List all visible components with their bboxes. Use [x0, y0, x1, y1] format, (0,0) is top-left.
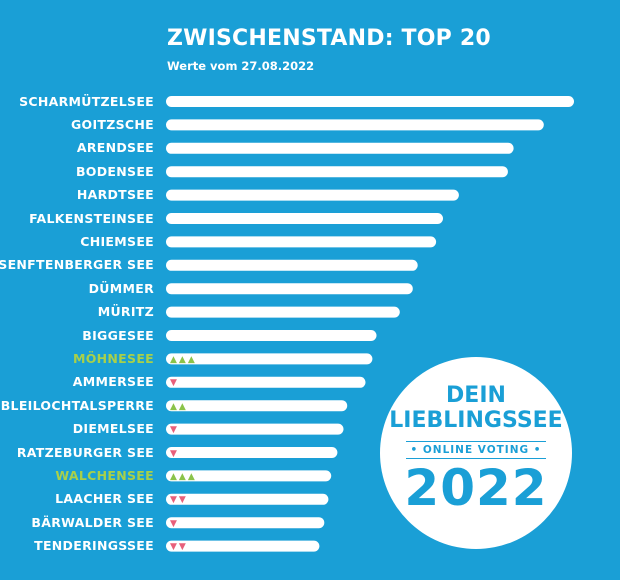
trend-down-icon: ▼ — [170, 378, 179, 389]
trend-down-icon: ▼ — [170, 518, 179, 529]
category-label: WALCHENSEE — [55, 467, 154, 483]
bar-2 — [166, 119, 544, 131]
bar-18 — [166, 493, 329, 505]
trend-down-icon: ▼ — [170, 448, 179, 459]
bar-1 — [166, 96, 574, 107]
trend-up-icon: ▲▲▲ — [170, 471, 197, 482]
bar-5 — [166, 189, 459, 201]
bar-8 — [166, 259, 418, 271]
category-label: BIGGESEE — [82, 327, 154, 343]
category-label: HARDTSEE — [76, 187, 154, 203]
bar-13 — [166, 376, 366, 388]
category-label: CHIEMSEE — [80, 233, 154, 249]
category-label: BODENSEE — [75, 163, 154, 179]
category-label: AMMERSEE — [72, 374, 154, 390]
bar-20 — [166, 540, 320, 552]
bar-11 — [166, 330, 377, 341]
category-label: LAACHER SEE — [55, 491, 154, 507]
bar-6 — [166, 213, 443, 224]
category-label: TENDERINGSSEE — [34, 538, 154, 554]
badge-line-dein: DEIN — [446, 383, 506, 408]
category-label: SENFTENBERGER SEE — [0, 257, 154, 273]
badge-line-lieblingssee: LIEBLINGSSEE — [389, 408, 563, 433]
bar-4 — [166, 166, 508, 178]
badge-year: 2022 — [404, 459, 548, 517]
category-label: GOITZSCHE — [70, 116, 154, 132]
category-label: SCHARMÜTZELSEE — [19, 93, 154, 109]
category-label: BLEILOCHTALSPERRE — [0, 397, 154, 413]
category-label: MÖHNESEE — [72, 350, 154, 366]
category-label: ARENDSEE — [76, 140, 154, 156]
bar-19 — [166, 517, 325, 529]
bar-12 — [166, 353, 373, 365]
bar-14 — [166, 400, 348, 412]
bar-17 — [166, 470, 332, 482]
bar-9 — [166, 283, 413, 295]
bar-16 — [166, 447, 338, 458]
trend-down-icon: ▼ — [170, 425, 179, 436]
bar-15 — [166, 423, 344, 435]
category-label: RATZEBURGER SEE — [16, 444, 154, 460]
category-label: BÄRWALDER SEE — [31, 514, 154, 530]
chart-subtitle: Werte vom 27.08.2022 — [167, 59, 315, 73]
trend-down-icon: ▼▼ — [170, 542, 188, 553]
trend-up-icon: ▲▲ — [170, 401, 188, 412]
trend-up-icon: ▲▲▲ — [170, 354, 197, 365]
trend-down-icon: ▼▼ — [170, 495, 188, 506]
bar-10 — [166, 306, 400, 318]
category-label: FALKENSTEINSEE — [29, 210, 154, 226]
badge-online-voting: • ONLINE VOTING • — [406, 441, 546, 459]
category-label: DIEMELSEE — [72, 421, 154, 437]
category-label: MÜRITZ — [97, 304, 154, 320]
voting-badge: DEIN LIEBLINGSSEE • ONLINE VOTING • 2022 — [380, 357, 572, 549]
bar-3 — [166, 142, 514, 154]
bar-7 — [166, 236, 437, 248]
category-label: DÜMMER — [88, 280, 154, 296]
chart-title: ZWISCHENSTAND: TOP 20 — [167, 26, 491, 51]
